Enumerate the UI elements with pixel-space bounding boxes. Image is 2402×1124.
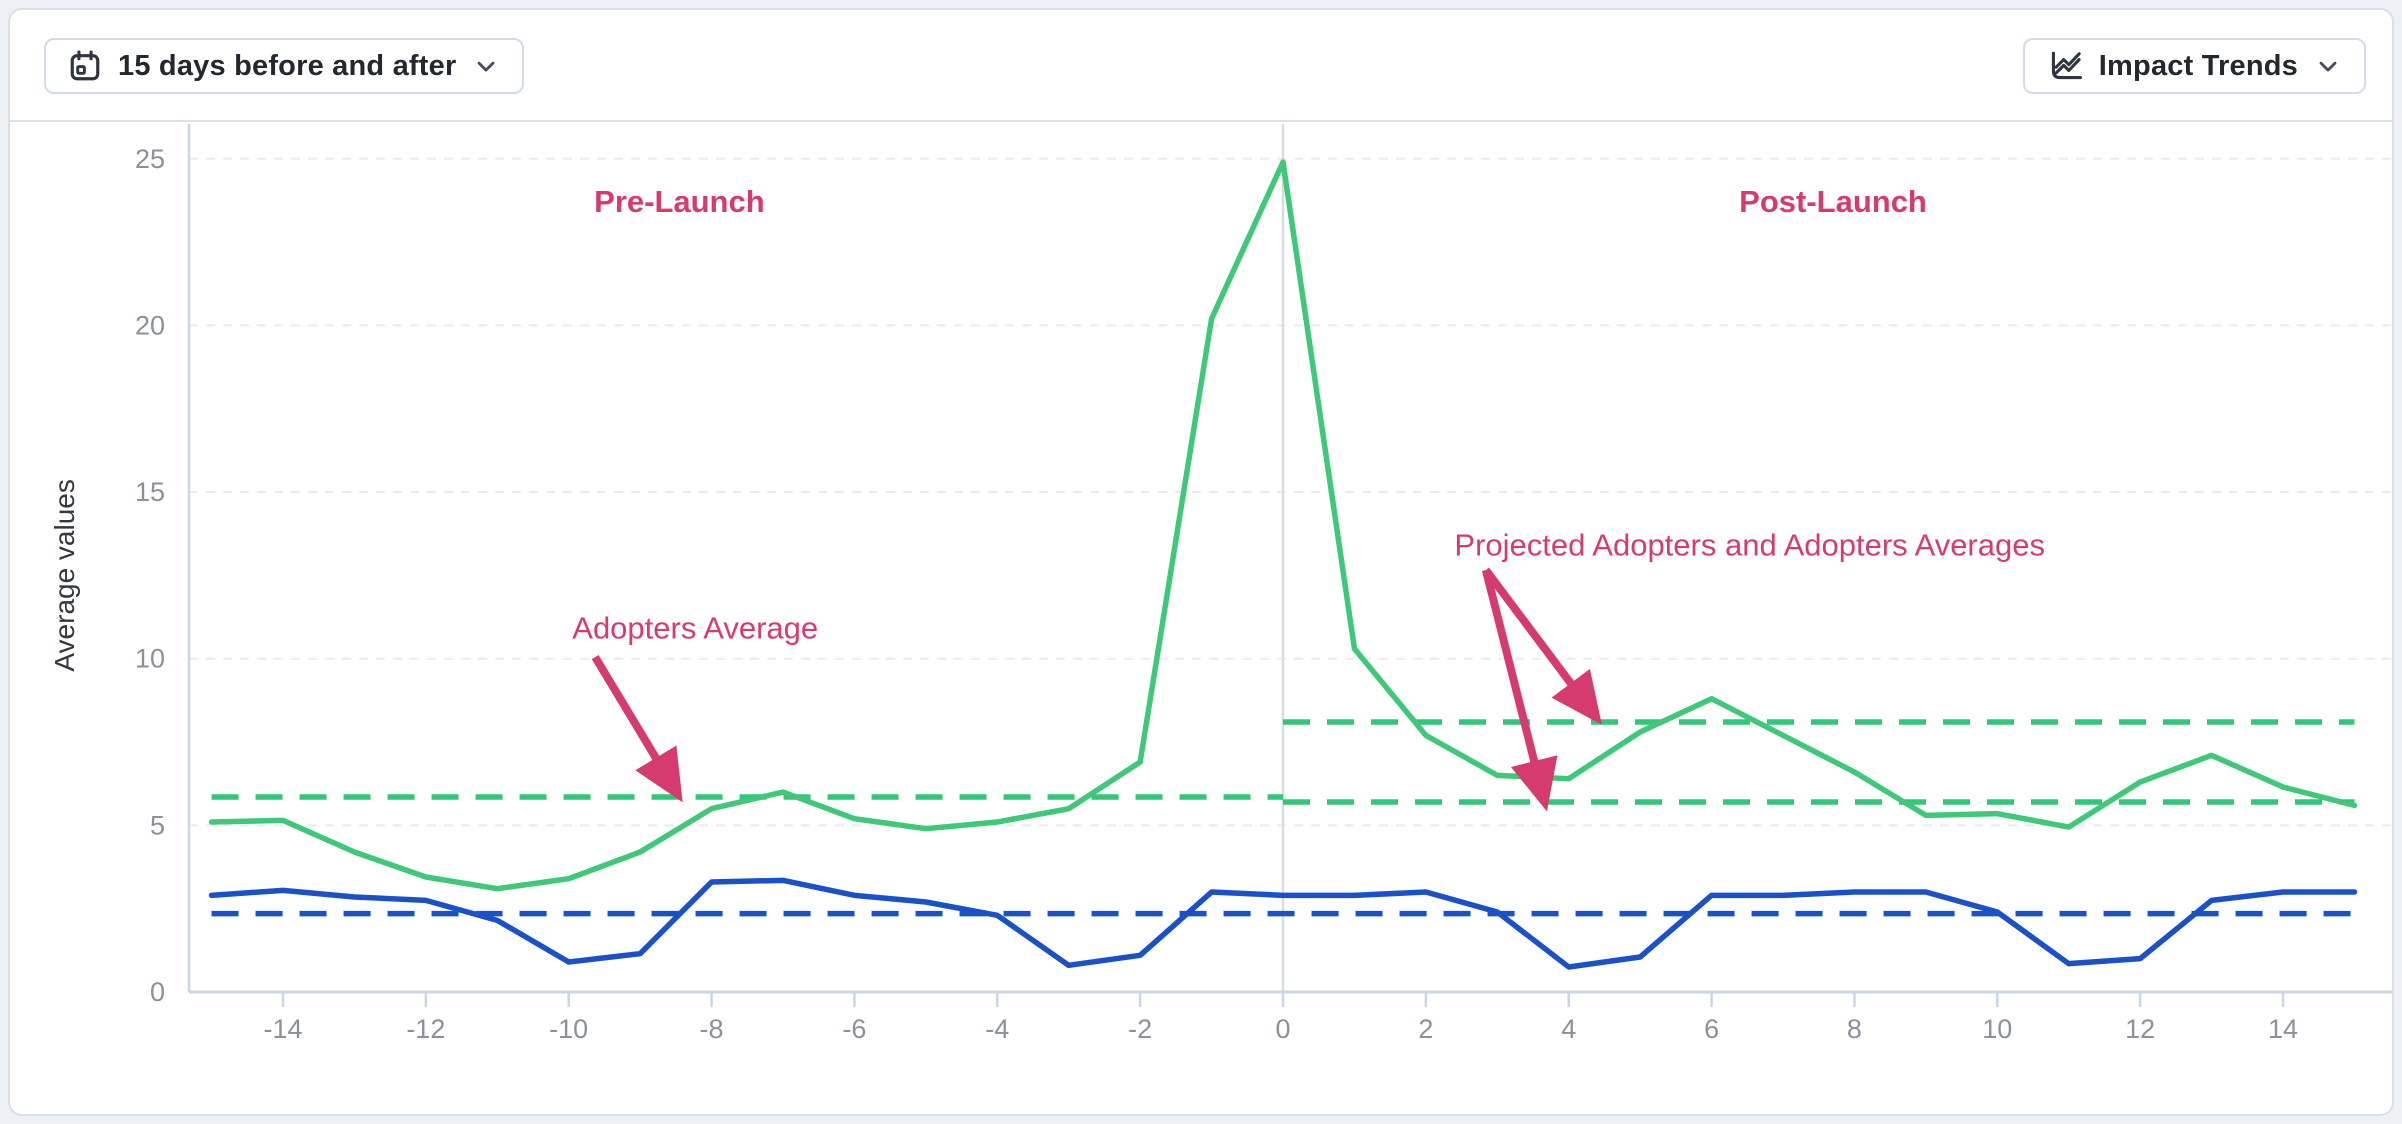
post-launch-label: Post-Launch	[1739, 184, 1927, 219]
x-tick-label: 8	[1847, 1014, 1862, 1044]
x-tick-label: -12	[406, 1014, 445, 1044]
y-tick-label: 5	[150, 810, 165, 840]
x-tick-label: -8	[700, 1014, 724, 1044]
projected-lower-arrow	[1481, 569, 1558, 812]
x-tick-label: -10	[549, 1014, 588, 1044]
pre-launch-label: Pre-Launch	[594, 184, 765, 219]
x-tick-label: 0	[1275, 1014, 1290, 1044]
y-tick-label: 0	[150, 977, 165, 1007]
trend-chart-icon	[2047, 48, 2083, 84]
projected-upper-arrow	[1482, 567, 1602, 725]
x-tick-label: -2	[1128, 1014, 1152, 1044]
impact-trends-chart[interactable]: -14 -12 -10 -8 -6 -4 -2 0 2 4 6 8 10 12 14 0 5 10 15 20 25 Av…	[10, 122, 2396, 1116]
x-tick-label: 2	[1418, 1014, 1433, 1044]
x-tick-label: 10	[1982, 1014, 2012, 1044]
chart-card: 15 days before and after Impact Trends	[8, 8, 2394, 1116]
toolbar: 15 days before and after Impact Trends	[10, 10, 2392, 122]
y-tick-label: 10	[135, 644, 165, 674]
adopters-average-label: Adopters Average	[572, 611, 818, 646]
date-range-button[interactable]: 15 days before and after	[44, 38, 525, 94]
x-tick-label: 14	[2268, 1014, 2298, 1044]
impact-trends-label: Impact Trends	[2098, 49, 2298, 82]
chevron-down-icon	[2314, 52, 2342, 80]
adopters-average-arrow	[591, 654, 683, 803]
x-tick-label: 6	[1704, 1014, 1719, 1044]
projected-averages-label: Projected Adopters and Adopters Averages	[1454, 527, 2045, 562]
chevron-down-icon	[472, 52, 500, 80]
adopters-line[interactable]	[208, 159, 2358, 892]
y-axis-title: Average values	[49, 479, 80, 672]
x-tick-label: 12	[2125, 1014, 2155, 1044]
y-tick-label: 15	[135, 477, 165, 507]
x-tick-label: 4	[1561, 1014, 1576, 1044]
y-tick-label: 20	[135, 310, 165, 340]
impact-trends-button[interactable]: Impact Trends	[2022, 38, 2366, 94]
chart-svg: -14 -12 -10 -8 -6 -4 -2 0 2 4 6 8 10 12 14 0 5 10 15 20 25 Av…	[49, 122, 2392, 1044]
calendar-icon	[68, 49, 102, 83]
y-tick-label: 25	[135, 144, 165, 174]
x-tick-label: -6	[842, 1014, 866, 1044]
date-range-label: 15 days before and after	[118, 49, 457, 82]
projected-adopters-line[interactable]	[208, 877, 2358, 970]
x-tick-label: -14	[263, 1014, 302, 1044]
x-tick-label: -4	[985, 1014, 1009, 1044]
